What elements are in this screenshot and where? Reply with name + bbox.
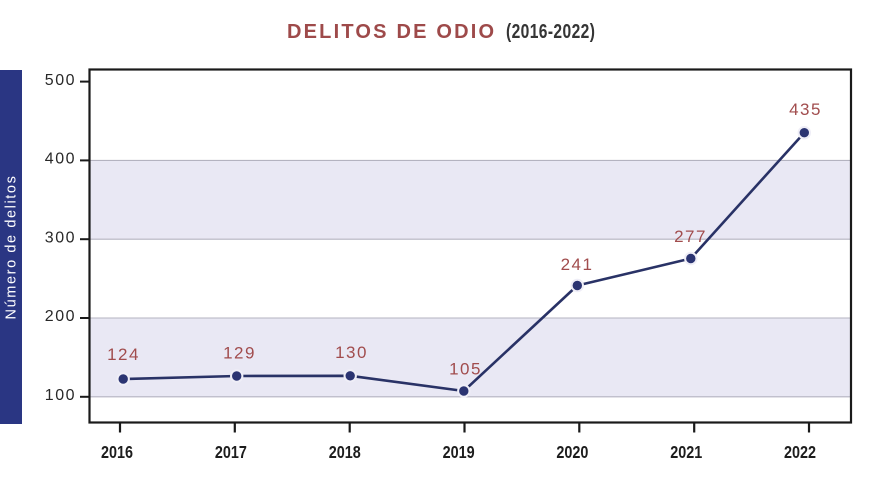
svg-text:100: 100	[45, 387, 76, 404]
svg-text:400: 400	[45, 151, 76, 168]
svg-text:2018: 2018	[329, 443, 361, 463]
svg-text:130: 130	[335, 343, 368, 362]
svg-text:277: 277	[674, 227, 707, 246]
svg-text:300: 300	[45, 229, 76, 246]
svg-text:2019: 2019	[443, 443, 475, 463]
svg-text:2017: 2017	[215, 443, 247, 463]
svg-text:435: 435	[789, 100, 822, 119]
svg-text:241: 241	[561, 255, 594, 274]
svg-text:2016: 2016	[101, 443, 133, 463]
svg-text:200: 200	[45, 308, 76, 325]
svg-text:105: 105	[449, 359, 482, 378]
svg-text:2022: 2022	[784, 443, 816, 463]
svg-text:129: 129	[223, 344, 256, 363]
svg-text:124: 124	[107, 345, 140, 364]
svg-text:500: 500	[45, 72, 76, 89]
svg-text:2020: 2020	[556, 443, 588, 463]
svg-text:2021: 2021	[670, 443, 702, 463]
